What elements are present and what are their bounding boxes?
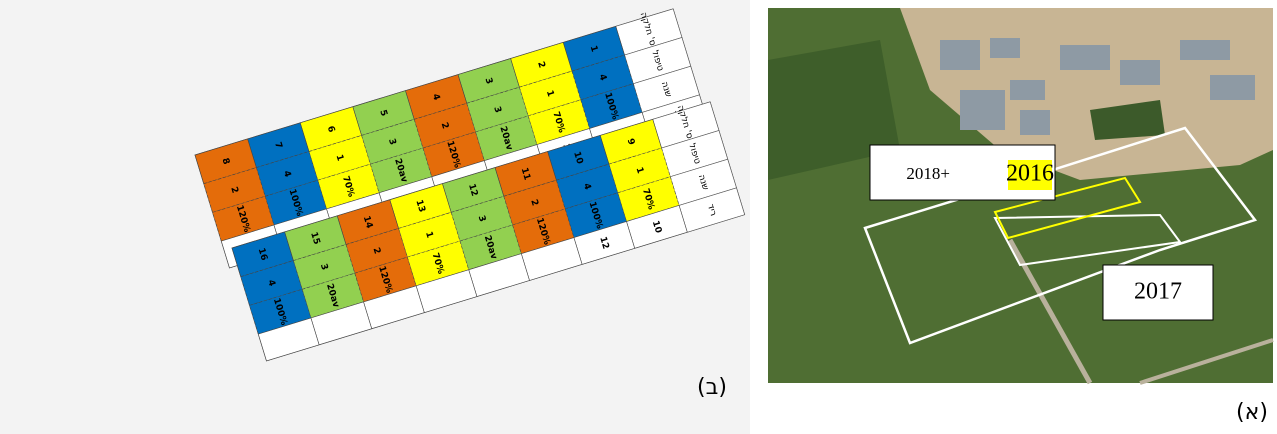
photo-caption: (א) (1236, 400, 1268, 425)
page: מס' חלקהטיפולשנהריד14100%92170%113320av4… (0, 0, 1277, 434)
label-highlight: 2016 (1006, 161, 1054, 187)
label-prefix: 2018+ (906, 164, 950, 183)
diagram-caption: (ב) (697, 375, 727, 400)
aerial-photo: 2018+ 2016 2017 (768, 8, 1273, 383)
label-2017: 2017 (1134, 279, 1182, 305)
